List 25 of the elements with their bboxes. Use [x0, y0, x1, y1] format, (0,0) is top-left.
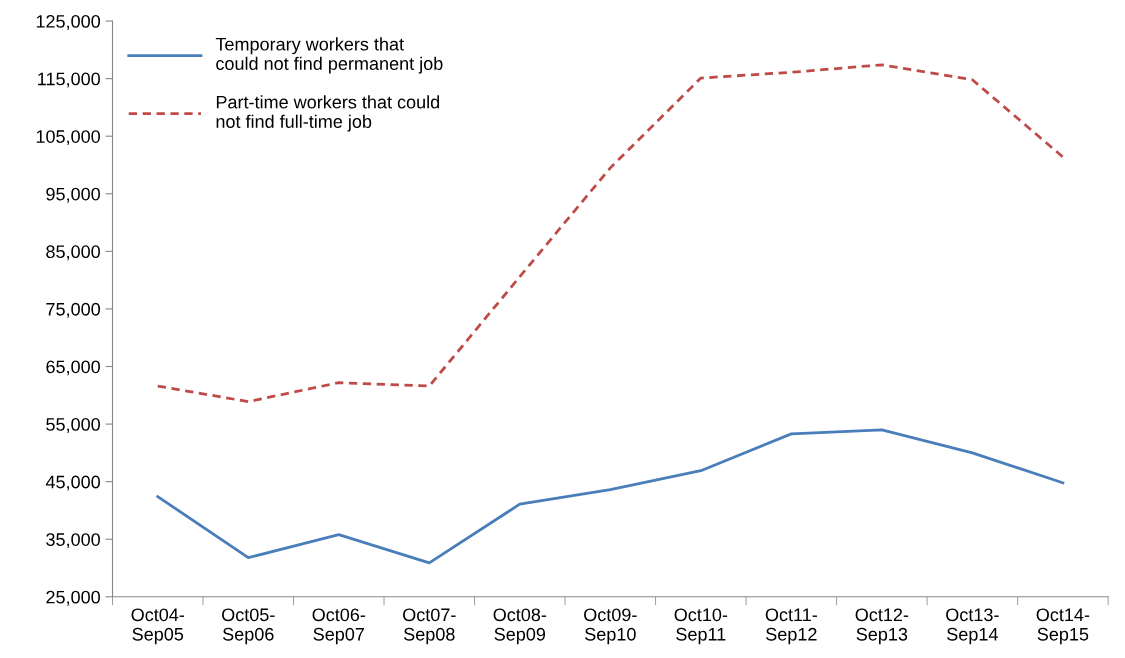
x-tick-label: Oct08- Sep09	[493, 608, 547, 645]
x-tick-label: Oct12- Sep13	[855, 608, 909, 645]
x-tick-label: Oct06- Sep07	[312, 608, 366, 645]
y-tick-label: 75,000	[46, 302, 100, 318]
y-tick-label: 85,000	[46, 245, 100, 261]
x-tick-label: Oct09- Sep10	[584, 608, 637, 645]
y-tick-label: 45,000	[45, 475, 100, 491]
y-tick-label: 125,000	[36, 14, 100, 30]
y-tick-label: 65,000	[46, 360, 100, 376]
y-tick-label: 95,000	[46, 187, 100, 203]
line-series	[156, 428, 1065, 565]
x-tick-label: Oct05- Sep06	[222, 608, 275, 645]
x-tick-label: Oct11- Sep12	[765, 608, 817, 645]
y-tick-label: 55,000	[46, 418, 100, 433]
x-tick-label: Oct14- Sep15	[1036, 608, 1090, 645]
y-tick-label: 25,000	[46, 590, 100, 606]
x-tick-label: Oct10- Sep11	[674, 608, 728, 645]
x-tick-label: Oct13- Sep14	[946, 608, 999, 645]
x-tick-label: Oct07- Sep08	[403, 608, 456, 645]
y-tick-label: 105,000	[36, 130, 100, 146]
legend-label: Temporary workers that could not find permanent job	[215, 37, 443, 74]
y-tick-label: 115,000	[38, 72, 100, 88]
legend-label: Part-time workers that could not find full-time job	[216, 95, 440, 132]
x-tick-label: Oct04- Sep05	[131, 608, 185, 645]
y-tick-label: 35,000	[46, 533, 100, 549]
